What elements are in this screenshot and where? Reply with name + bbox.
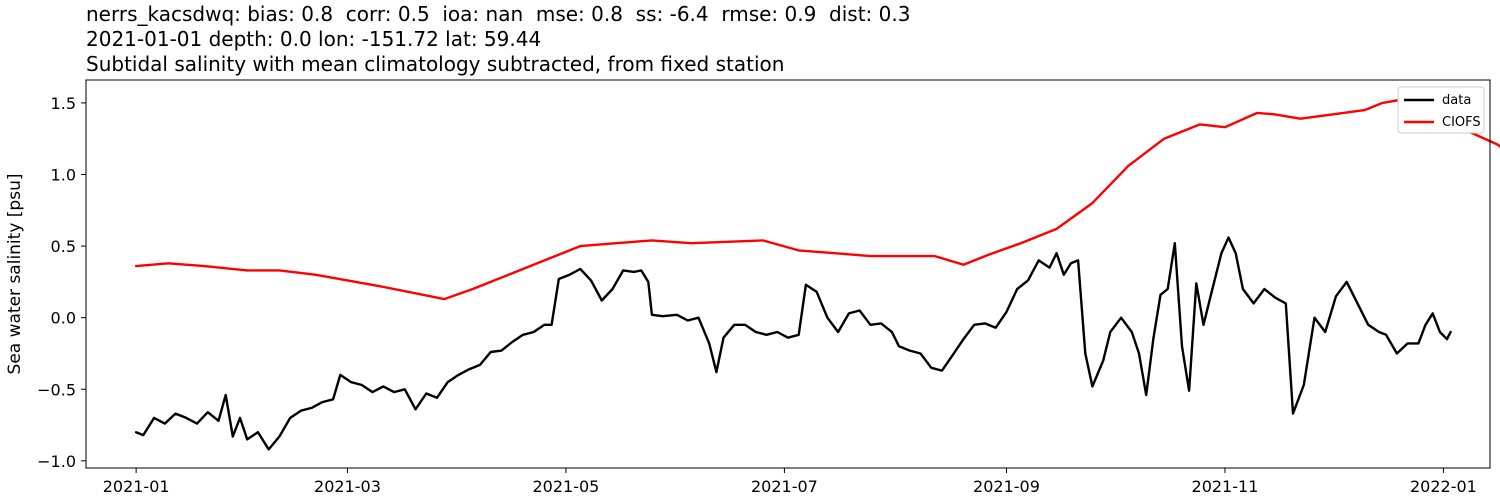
- y-axis-label: Sea water salinity [psu]: [5, 174, 25, 375]
- x-tick-label: 2021-07: [751, 477, 818, 496]
- x-tick-label: 2021-11: [1192, 477, 1259, 496]
- y-tick-label: 0.5: [51, 237, 76, 256]
- x-tick-label: 2021-09: [973, 477, 1040, 496]
- chart-title-location: 2021-01-01 depth: 0.0 lon: -151.72 lat: …: [86, 27, 542, 51]
- x-tick-label: 2021-05: [533, 477, 600, 496]
- chart-title-block: nerrs_kacsdwq: bias: 0.8 corr: 0.5 ioa: …: [86, 2, 1486, 77]
- series-line-data: [134, 236, 1452, 451]
- y-tick-label: −1.0: [37, 452, 76, 471]
- y-tick-label: −0.5: [37, 380, 76, 399]
- plot-area-frame: [85, 79, 1491, 469]
- y-tick-label: 0.0: [51, 309, 76, 328]
- x-tick-label: 2021-03: [314, 477, 381, 496]
- axis-ticks: 2021-01 2021-03 2021-05 2021-07 2021-09 2021-…: [37, 94, 1477, 496]
- series-line-ciofs: [134, 97, 1500, 301]
- series-lines: [134, 97, 1500, 451]
- y-tick-label: 1.0: [51, 165, 76, 184]
- legend-label-data: data: [1442, 93, 1471, 108]
- x-tick-label: 2021-01: [103, 477, 170, 496]
- chart-legend: data CIOFS: [1397, 86, 1485, 134]
- legend-label-ciofs: CIOFS: [1442, 115, 1481, 130]
- chart-title-description: Subtidal salinity with mean climatology …: [86, 52, 785, 76]
- x-tick-label: 2022-01: [1410, 477, 1477, 496]
- chart-title-stats: nerrs_kacsdwq: bias: 0.8 corr: 0.5 ioa: …: [86, 2, 911, 26]
- y-tick-label: 1.5: [51, 94, 76, 113]
